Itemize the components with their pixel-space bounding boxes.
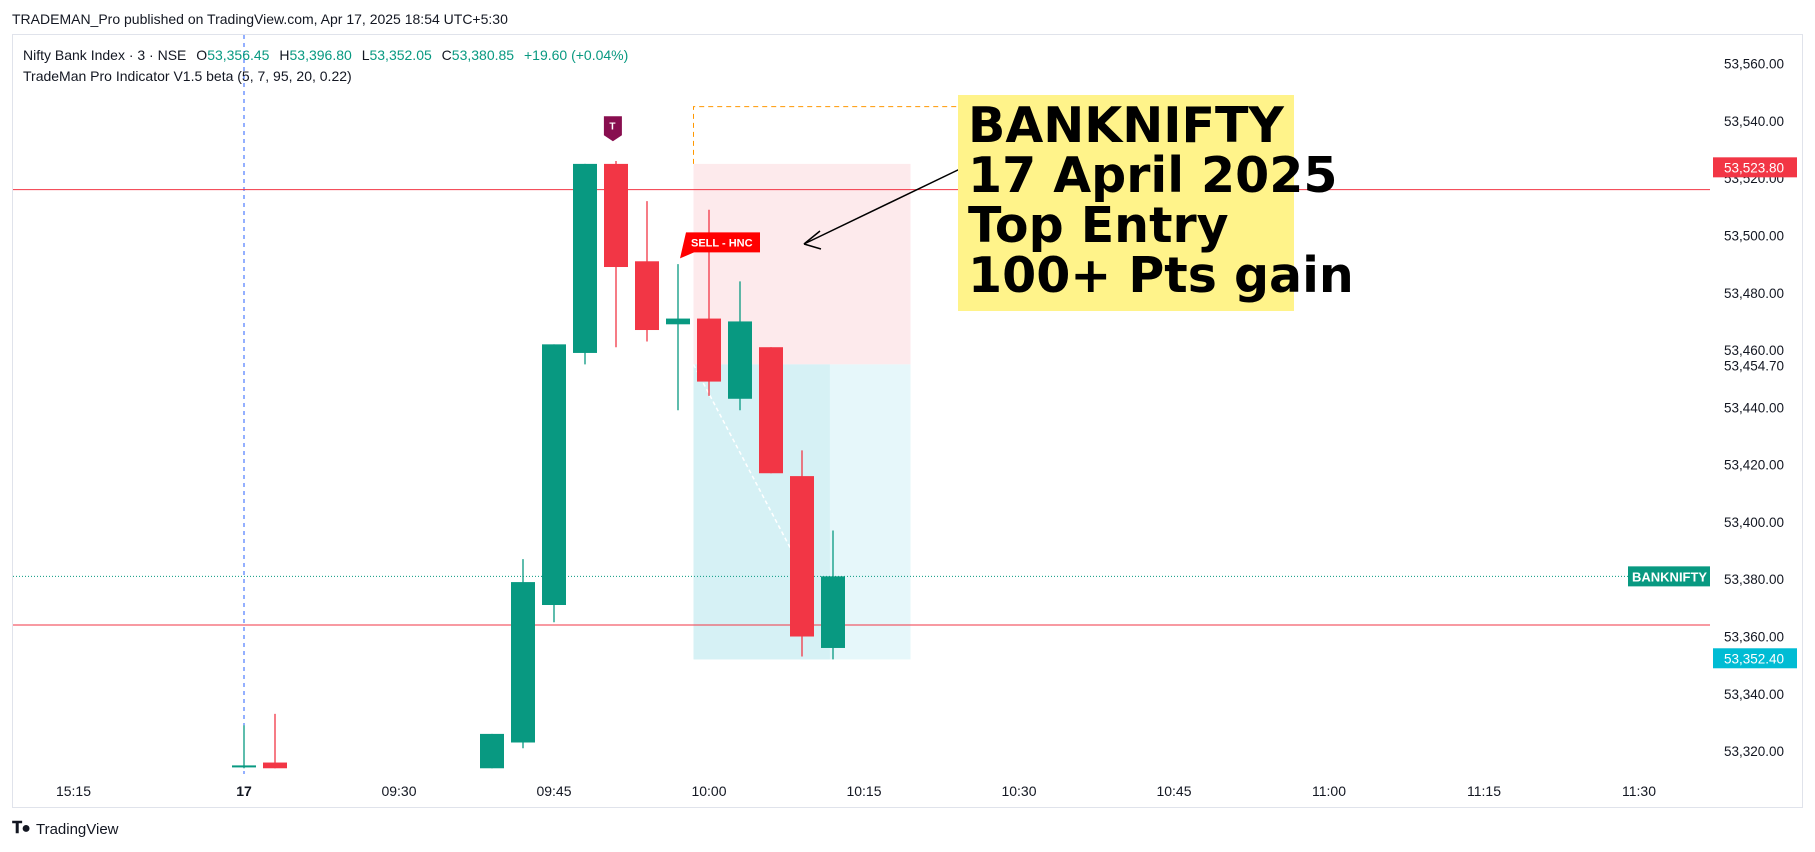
legend-symbol[interactable]: Nifty Bank Index · 3 · NSE <box>23 47 187 63</box>
candle-body <box>697 318 721 382</box>
price-label-bg-0 <box>1713 157 1797 178</box>
callout-arrow-head <box>803 230 822 250</box>
x-tick-label: 10:30 <box>1001 783 1036 799</box>
tradingview-logo[interactable]: 𝐓● TradingView <box>12 820 119 838</box>
x-tick-label: 10:45 <box>1156 783 1191 799</box>
candle-0 <box>232 725 256 769</box>
series-label-bg <box>1628 566 1710 587</box>
candle-body <box>666 318 690 325</box>
candle-body <box>542 344 566 606</box>
callout-line-1: BANKNIFTY <box>968 97 1284 154</box>
candle-4 <box>542 344 566 623</box>
y-tick-label: 53,420.00 <box>1724 458 1784 473</box>
candle-body <box>573 163 597 353</box>
callout-line-3: Top Entry <box>968 197 1229 254</box>
y-tick-label: 53,480.00 <box>1724 286 1784 301</box>
x-tick-label: 09:30 <box>381 783 416 799</box>
candle-body <box>232 765 256 768</box>
candle-6 <box>604 161 628 348</box>
callout-arrow-line <box>803 167 963 245</box>
candle-3 <box>511 559 535 749</box>
candle-8 <box>666 264 690 411</box>
candle-body <box>604 163 628 268</box>
x-tick-label: 15:15 <box>56 783 91 799</box>
candle-body <box>790 476 814 637</box>
marker-flag <box>603 116 622 142</box>
candle-body <box>728 321 752 399</box>
annotation-callout[interactable]: BANKNIFTY 17 April 2025 Top Entry 100+ P… <box>958 95 1354 311</box>
x-tick-label: 17 <box>236 783 252 799</box>
chart-legend: Nifty Bank Index · 3 · NSE O53,356.45 H5… <box>23 45 628 87</box>
candle-13 <box>821 530 845 660</box>
y-tick-label: 53,440.00 <box>1724 400 1784 415</box>
candle-10 <box>728 281 752 411</box>
y-tick-label: 53,540.00 <box>1724 114 1784 129</box>
callout-line-4: 100+ Pts gain <box>968 247 1354 304</box>
x-tick-label: 11:15 <box>1467 783 1501 799</box>
legend-low: 53,352.05 <box>369 47 432 63</box>
legend-indicator[interactable]: TradeMan Pro Indicator V1.5 beta (5, 7, … <box>23 68 352 84</box>
tradingview-logo-text: TradingView <box>35 820 119 838</box>
candle-12 <box>790 450 814 657</box>
stop-loss-zone <box>693 163 911 365</box>
legend-change: +19.60 (+0.04%) <box>523 47 629 63</box>
tradingview-logo-icon: 𝐓● <box>12 820 31 837</box>
legend-high-label: H <box>279 47 290 63</box>
sell-signal-tag <box>680 232 760 259</box>
x-tick-label: 10:15 <box>846 783 881 799</box>
price-label-1: 53,454.70 <box>1724 358 1784 373</box>
candle-body <box>480 733 504 769</box>
legend-close-label: C <box>441 47 452 63</box>
legend-ohlc-row: Nifty Bank Index · 3 · NSE O53,356.45 H5… <box>23 45 628 66</box>
y-tick-label: 53,320.00 <box>1724 744 1784 759</box>
legend-open-label: O <box>196 47 208 63</box>
y-tick-label: 53,560.00 <box>1724 57 1784 72</box>
y-tick-label: 53,500.00 <box>1724 229 1784 244</box>
candle-body <box>263 762 287 769</box>
series-label-text: BANKNIFTY <box>1632 569 1707 584</box>
x-tick-label: 11:30 <box>1622 783 1656 799</box>
x-tick-label: 11:00 <box>1312 783 1346 799</box>
price-label-0: 53,523.80 <box>1724 160 1784 175</box>
legend-close: 53,380.85 <box>451 47 515 63</box>
legend-low-label: L <box>361 47 370 63</box>
y-tick-label: 53,360.00 <box>1724 630 1784 645</box>
legend-open: 53,356.45 <box>207 47 270 63</box>
publisher-line: TRADEMAN_Pro published on TradingView.co… <box>12 11 508 27</box>
candle-body <box>821 576 845 648</box>
y-tick-label: 53,340.00 <box>1724 687 1784 702</box>
price-label-2: 53,352.40 <box>1724 651 1784 666</box>
candle-body <box>511 582 535 743</box>
y-tick-label: 53,380.00 <box>1724 572 1784 587</box>
y-tick-label: 53,460.00 <box>1724 343 1784 358</box>
sell-signal-text: SELL - HNC <box>691 237 753 249</box>
candle-5 <box>573 163 597 365</box>
candle-7 <box>635 201 659 342</box>
chart-frame <box>12 34 1803 808</box>
candle-1 <box>263 713 287 769</box>
y-tick-label: 53,400.00 <box>1724 515 1784 530</box>
x-tick-label: 10:00 <box>691 783 726 799</box>
candle-2 <box>480 733 504 769</box>
candle-9 <box>697 209 721 396</box>
callout-line-2: 17 April 2025 <box>968 147 1338 204</box>
marker-text: T <box>609 121 615 132</box>
x-tick-label: 09:45 <box>536 783 571 799</box>
candle-body <box>759 347 783 474</box>
price-label-bg-2 <box>1713 648 1797 669</box>
legend-high: 53,396.80 <box>289 47 352 63</box>
dashed-annotation-box <box>693 106 958 164</box>
candle-11 <box>759 347 783 474</box>
candle-body <box>635 261 659 331</box>
